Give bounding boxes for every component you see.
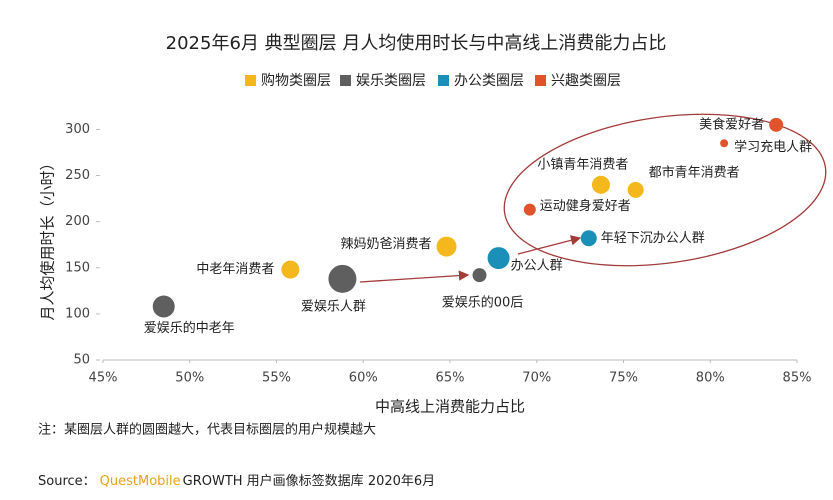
highlight-ellipse	[503, 113, 827, 267]
bubble	[328, 264, 357, 293]
legend-label: 办公类圈层	[454, 73, 524, 89]
y-axis-label: 月人均使用时长（小时）	[39, 155, 57, 320]
x-tick-label: 50%	[175, 371, 204, 386]
y-tick-label: 200	[65, 214, 90, 229]
x-tick-label: 70%	[522, 371, 551, 386]
bubble	[152, 295, 175, 318]
bubble	[523, 203, 536, 216]
x-tick-label: 75%	[609, 371, 638, 386]
source-brand: QuestMobile	[100, 474, 181, 489]
source-text: GROWTH 用户画像标签数据库 2020年6月	[183, 473, 436, 489]
bubble	[720, 139, 729, 148]
bubble	[281, 260, 300, 279]
y-tick-label: 100	[65, 306, 90, 321]
legend-swatch	[245, 75, 256, 86]
bubble	[472, 268, 487, 283]
arrow	[517, 235, 582, 255]
x-tick-label: 45%	[89, 371, 118, 386]
arrow	[359, 270, 470, 283]
x-tick-label: 60%	[349, 371, 378, 386]
legend-label: 兴趣类圈层	[551, 73, 621, 89]
bubble	[580, 230, 597, 247]
x-axis-label: 中高线上消费能力占比	[375, 398, 525, 416]
point-label: 辣妈奶爸消费者	[341, 237, 432, 252]
legend-label: 娱乐类圈层	[356, 73, 426, 89]
source-prefix-text: Source：	[38, 474, 96, 489]
chart-title: 2025年6月 典型圈层 月人均使用时长与中高线上消费能力占比	[166, 33, 667, 54]
x-tick-label: 55%	[262, 371, 291, 386]
bubble	[591, 175, 610, 194]
legend-swatch	[438, 75, 449, 86]
point-label: 爱娱乐人群	[301, 299, 366, 314]
y-tick-label: 150	[65, 260, 90, 275]
bubble	[769, 117, 784, 132]
y-tick-label: 50	[73, 353, 90, 368]
bubble	[627, 181, 644, 198]
legend-swatch	[340, 75, 351, 86]
point-label: 学习充电人群	[734, 139, 812, 155]
y-tick-label: 250	[65, 168, 90, 183]
point-label: 中老年消费者	[196, 262, 274, 277]
note: 注：某圈层人群的圆圈越大，代表目标圈层的用户规模越大	[38, 422, 376, 438]
point-label: 爱娱乐的中老年	[144, 320, 235, 336]
bubble	[436, 236, 457, 257]
point-label: 年轻下沉办公人群	[601, 231, 705, 246]
y-tick-label: 300	[65, 122, 90, 137]
point-label: 运动健身爱好者	[540, 198, 631, 214]
point-label: 爱娱乐的00后	[442, 295, 524, 311]
point-label: 小镇青年消费者	[537, 157, 628, 172]
x-tick-label: 65%	[436, 371, 465, 386]
bubble	[487, 247, 510, 270]
legend-label: 购物类圈层	[261, 73, 331, 89]
source-prefix: Source： QuestMobile GROWTH 用户画像标签数据库 2020年…	[38, 473, 435, 489]
x-tick-label: 80%	[696, 371, 725, 386]
point-label: 美食爱好者	[699, 116, 764, 132]
point-label: 办公人群	[511, 259, 563, 274]
x-tick-label: 85%	[783, 371, 812, 386]
point-label: 都市青年消费者	[649, 164, 740, 180]
legend-swatch	[535, 75, 546, 86]
